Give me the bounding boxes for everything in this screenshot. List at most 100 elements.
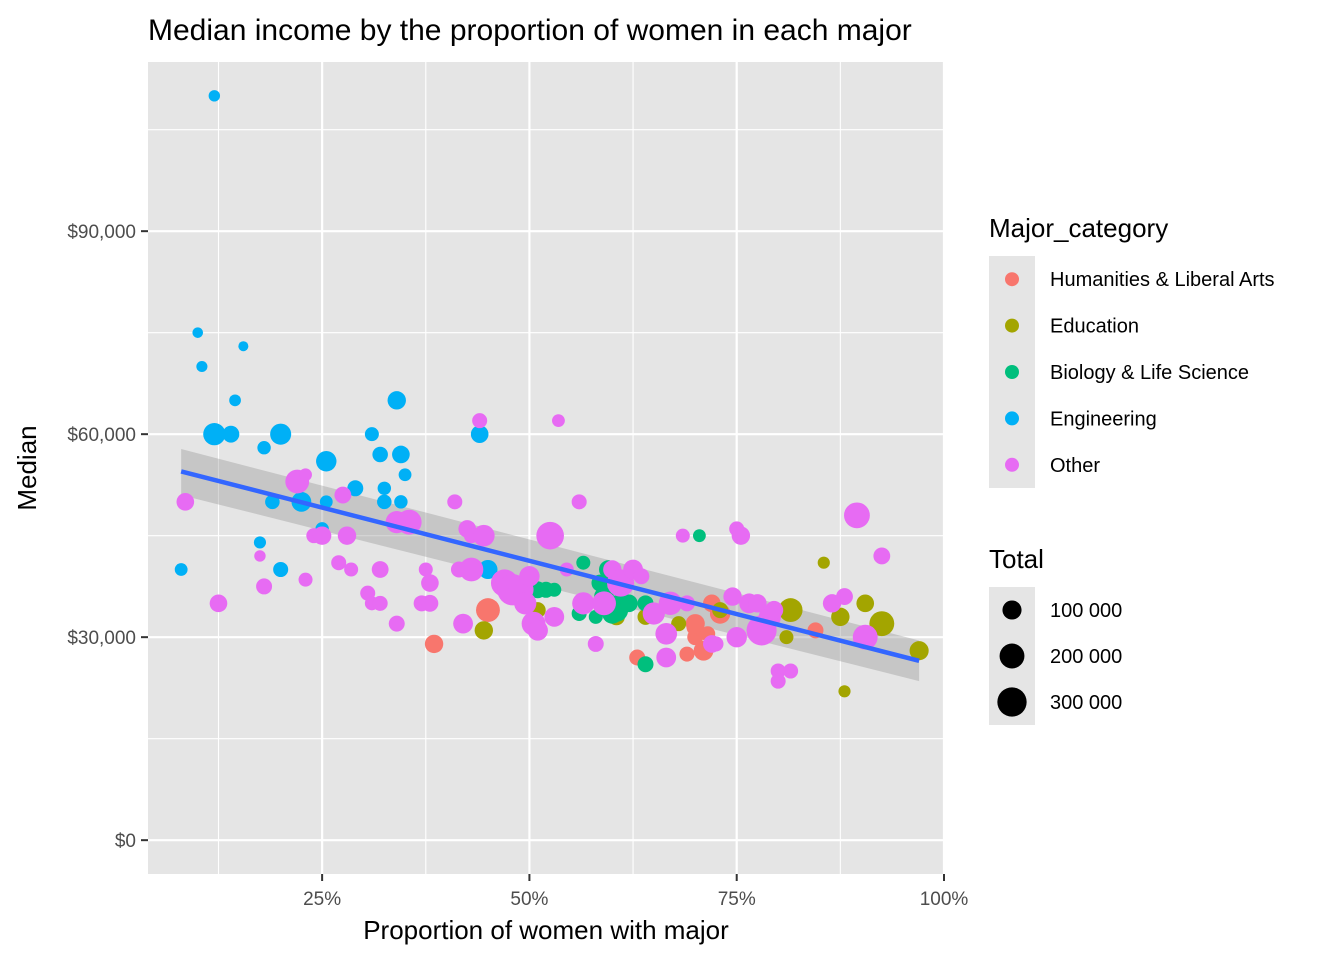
y-tick-label: $30,000 bbox=[67, 628, 136, 649]
point-humanities-liberal-arts bbox=[424, 634, 444, 654]
size-legend-label: 300 000 bbox=[1050, 692, 1122, 714]
color-legend-key bbox=[1005, 272, 1019, 287]
point-engineering bbox=[203, 423, 226, 446]
point-education bbox=[778, 598, 803, 623]
point-other bbox=[633, 568, 650, 585]
point-other bbox=[544, 606, 565, 627]
point-engineering bbox=[196, 360, 208, 373]
x-tick-label: 25% bbox=[303, 889, 341, 910]
point-engineering bbox=[398, 468, 412, 482]
point-engineering bbox=[238, 341, 249, 352]
point-other bbox=[571, 494, 587, 510]
chart-title: Median income by the proportion of women… bbox=[148, 14, 912, 47]
y-axis-title: Median bbox=[12, 425, 42, 510]
x-tick-label: 100% bbox=[920, 889, 969, 910]
point-education bbox=[779, 630, 794, 645]
point-engineering bbox=[316, 451, 337, 472]
point-other bbox=[388, 615, 405, 632]
point-education bbox=[869, 611, 895, 637]
x-axis: 25% 50% 75% 100% bbox=[303, 874, 968, 910]
point-other bbox=[256, 578, 273, 595]
point-other bbox=[298, 572, 313, 587]
point-biology-life-science bbox=[637, 656, 654, 673]
point-other bbox=[331, 555, 347, 571]
color-legend-key bbox=[1005, 457, 1019, 472]
point-other bbox=[552, 414, 565, 428]
point-other bbox=[176, 493, 195, 511]
x-axis-title: Proportion of women with major bbox=[363, 915, 729, 945]
x-tick-label: 50% bbox=[510, 889, 548, 910]
size-legend-key bbox=[999, 643, 1025, 669]
point-other bbox=[472, 413, 488, 429]
color-legend: Humanities & Liberal Arts Education Biolog… bbox=[989, 256, 1275, 488]
point-other bbox=[723, 587, 742, 606]
point-other bbox=[642, 602, 665, 625]
point-other bbox=[472, 524, 495, 547]
size-legend-key bbox=[1002, 600, 1022, 620]
point-engineering bbox=[273, 561, 289, 578]
point-engineering bbox=[392, 445, 410, 464]
color-legend-label: Engineering bbox=[1050, 408, 1157, 430]
point-education bbox=[838, 685, 851, 698]
point-biology-life-science bbox=[692, 529, 706, 543]
point-engineering bbox=[253, 536, 267, 549]
color-legend-label: Other bbox=[1050, 455, 1100, 477]
point-other bbox=[209, 594, 228, 613]
y-tick-label: $0 bbox=[115, 831, 136, 852]
point-engineering bbox=[270, 423, 292, 445]
color-legend-key bbox=[1005, 365, 1019, 379]
point-other bbox=[536, 521, 564, 550]
point-other bbox=[372, 595, 388, 611]
point-other bbox=[312, 526, 332, 545]
point-engineering bbox=[377, 481, 392, 496]
point-other bbox=[592, 591, 616, 616]
point-other bbox=[748, 594, 767, 613]
point-engineering bbox=[229, 394, 241, 407]
size-legend-label: 100 000 bbox=[1050, 600, 1122, 622]
point-other bbox=[572, 592, 595, 615]
point-engineering bbox=[265, 494, 280, 510]
point-other bbox=[459, 557, 484, 582]
point-engineering bbox=[377, 494, 392, 510]
point-other bbox=[656, 647, 677, 668]
color-legend-title: Major_category bbox=[989, 213, 1168, 243]
point-other bbox=[770, 673, 786, 689]
point-humanities-liberal-arts bbox=[679, 646, 695, 662]
point-other bbox=[514, 592, 537, 615]
size-legend-key bbox=[997, 687, 1027, 717]
point-other bbox=[447, 494, 463, 510]
point-other bbox=[844, 502, 870, 529]
data-points bbox=[174, 90, 929, 698]
size-legend-label: 200 000 bbox=[1050, 646, 1122, 668]
point-engineering bbox=[387, 391, 406, 410]
point-other bbox=[731, 526, 751, 545]
point-other bbox=[299, 468, 312, 482]
plot-panel bbox=[148, 62, 944, 874]
point-education bbox=[474, 621, 494, 640]
x-tick-label: 75% bbox=[718, 889, 756, 910]
point-other bbox=[371, 561, 389, 578]
point-education bbox=[909, 641, 929, 661]
point-other bbox=[527, 620, 548, 641]
point-engineering bbox=[372, 446, 388, 463]
point-biology-life-science bbox=[620, 594, 638, 613]
point-biology-life-science bbox=[576, 555, 591, 570]
point-other bbox=[675, 528, 690, 543]
point-other bbox=[337, 526, 357, 545]
color-legend-key bbox=[1005, 318, 1019, 333]
color-legend-label: Humanities & Liberal Arts bbox=[1050, 269, 1275, 291]
size-legend: 100 000 200 000 300 000 bbox=[989, 587, 1122, 725]
point-other bbox=[783, 663, 799, 679]
point-other bbox=[334, 486, 352, 504]
color-legend-label: Education bbox=[1050, 316, 1139, 338]
point-other bbox=[421, 594, 439, 612]
point-other bbox=[873, 547, 891, 565]
point-other bbox=[418, 562, 433, 577]
point-other bbox=[708, 636, 724, 652]
point-humanities-liberal-arts bbox=[685, 614, 705, 634]
point-humanities-liberal-arts bbox=[476, 598, 500, 623]
point-engineering bbox=[257, 440, 271, 455]
point-other bbox=[344, 562, 359, 577]
point-other bbox=[421, 574, 439, 592]
